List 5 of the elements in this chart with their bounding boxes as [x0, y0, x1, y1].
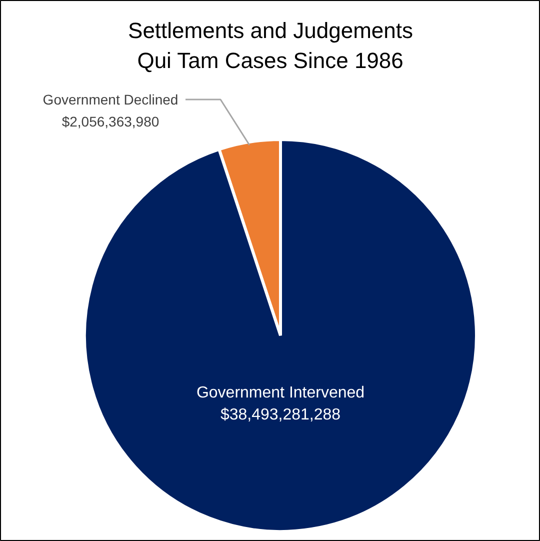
data-label: $2,056,363,980: [62, 114, 160, 130]
chart-title: Settlements and Judgements Qui Tam Cases Since 1986: [128, 18, 413, 73]
slice-label: Government Intervened: [196, 384, 365, 402]
data-label: $38,493,281,288: [220, 406, 341, 424]
slice-label: Government Declined: [42, 92, 178, 108]
